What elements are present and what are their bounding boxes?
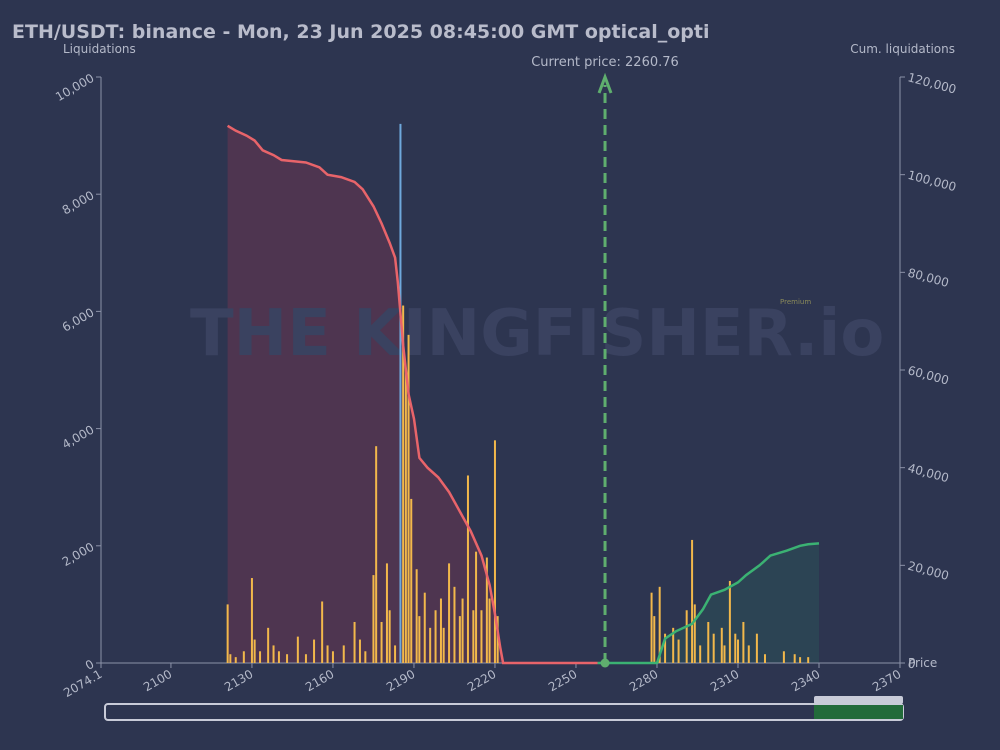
liquidation-bar <box>380 621 383 663</box>
liquidation-bar <box>434 610 437 663</box>
liquidation-bar <box>782 651 785 663</box>
liquidation-bar <box>699 645 702 663</box>
liquidation-bar <box>226 604 229 663</box>
liquidation-bar <box>353 621 356 663</box>
liquidation-bar <box>404 370 407 663</box>
liquidation-bar <box>394 645 397 663</box>
liquidation-bar <box>229 654 232 663</box>
liquidation-bar <box>763 654 766 663</box>
liquidation-bar <box>712 633 715 663</box>
liquidation-bar <box>423 592 426 663</box>
liquidation-bar <box>728 580 731 663</box>
liquidation-bar <box>664 633 667 663</box>
liquidation-bar <box>304 654 307 663</box>
liquidation-bar <box>313 639 316 663</box>
liquidation-bar <box>250 578 253 663</box>
liquidation-bar <box>693 604 696 663</box>
liquidation-bar <box>259 651 262 663</box>
watermark: THE KINGFISHER.io <box>190 297 884 371</box>
liquidation-bar <box>372 575 375 663</box>
liquidation-bar <box>453 586 456 663</box>
liquidation-bar <box>272 645 275 663</box>
liquidation-bar <box>720 627 723 663</box>
liquidation-bar <box>385 563 388 663</box>
liquidation-bar <box>242 651 245 663</box>
liquidation-bar <box>234 657 237 663</box>
y2-axis-label: Cum. liquidations <box>850 42 955 56</box>
liquidation-bar <box>418 616 421 663</box>
liquidation-bar <box>707 621 710 663</box>
scrollbar-handle[interactable] <box>814 696 903 704</box>
liquidation-bar <box>439 598 442 663</box>
liquidation-bar <box>375 446 378 663</box>
liquidation-bar <box>253 639 256 663</box>
liquidation-bar <box>331 651 334 663</box>
scrollbar-window[interactable] <box>814 705 903 719</box>
liquidation-bar <box>458 616 461 663</box>
cum-line <box>226 124 598 665</box>
liquidation-bar <box>677 639 680 663</box>
liquidation-bar <box>448 563 451 663</box>
liquidation-bar <box>461 598 464 663</box>
liquidation-bar <box>267 627 270 663</box>
liquidation-bar <box>410 498 413 663</box>
liquidation-bar <box>364 651 367 663</box>
liquidation-bar <box>388 610 391 663</box>
liquidation-bar <box>326 645 329 663</box>
y2-tick-label: 0 <box>906 656 917 672</box>
liquidation-bar <box>742 621 745 663</box>
liquidation-bar <box>653 616 656 663</box>
liquidation-bar <box>496 616 499 663</box>
liquidation-bar <box>650 592 653 663</box>
y-axis-label: Liquidations <box>63 42 136 56</box>
liquidation-bar <box>747 645 750 663</box>
chart-title: ETH/USDT: binance - Mon, 23 Jun 2025 08:… <box>12 21 709 43</box>
liquidation-bar <box>658 586 661 663</box>
liquidation-bar <box>277 651 280 663</box>
liquidation-bar <box>402 305 405 663</box>
liquidation-bar <box>685 610 688 663</box>
liquidation-bar <box>807 657 810 663</box>
liquidation-bar <box>734 633 737 663</box>
x-axis-label: Price <box>908 656 937 670</box>
liquidation-bar <box>342 645 345 663</box>
liquidation-bar <box>407 334 410 663</box>
liquidation-bar <box>429 627 432 663</box>
liquidation-bar <box>691 539 694 663</box>
liquidation-bar <box>296 636 299 663</box>
liquidation-bar <box>475 551 478 663</box>
liquidation-bar <box>493 440 496 663</box>
liquidation-bar <box>723 645 726 663</box>
liquidation-bar <box>672 627 675 663</box>
liquidation-bar <box>793 654 796 663</box>
liquidation-bar <box>286 654 289 663</box>
liquidation-bar <box>472 610 475 663</box>
current-price-arrow <box>597 72 613 94</box>
cum-area <box>597 543 819 663</box>
peak-bar <box>399 123 402 663</box>
cum-line <box>597 542 820 665</box>
cum-area <box>227 125 598 664</box>
liquidation-bar <box>358 639 361 663</box>
premium-badge: Premium <box>780 298 811 306</box>
liquidation-bar <box>799 657 802 663</box>
liquidation-bar <box>736 639 739 663</box>
liquidation-bar <box>755 633 758 663</box>
liquidation-bar <box>321 601 324 663</box>
liquidation-bar <box>415 569 418 663</box>
liquidation-bar <box>488 598 491 663</box>
current-price-label: Current price: 2260.76 <box>531 55 679 70</box>
current-price-dot <box>600 658 610 668</box>
liquidation-bar <box>480 610 483 663</box>
liquidation-bar <box>485 557 488 663</box>
liquidation-bar <box>466 475 469 663</box>
liquidation-bar <box>442 627 445 663</box>
